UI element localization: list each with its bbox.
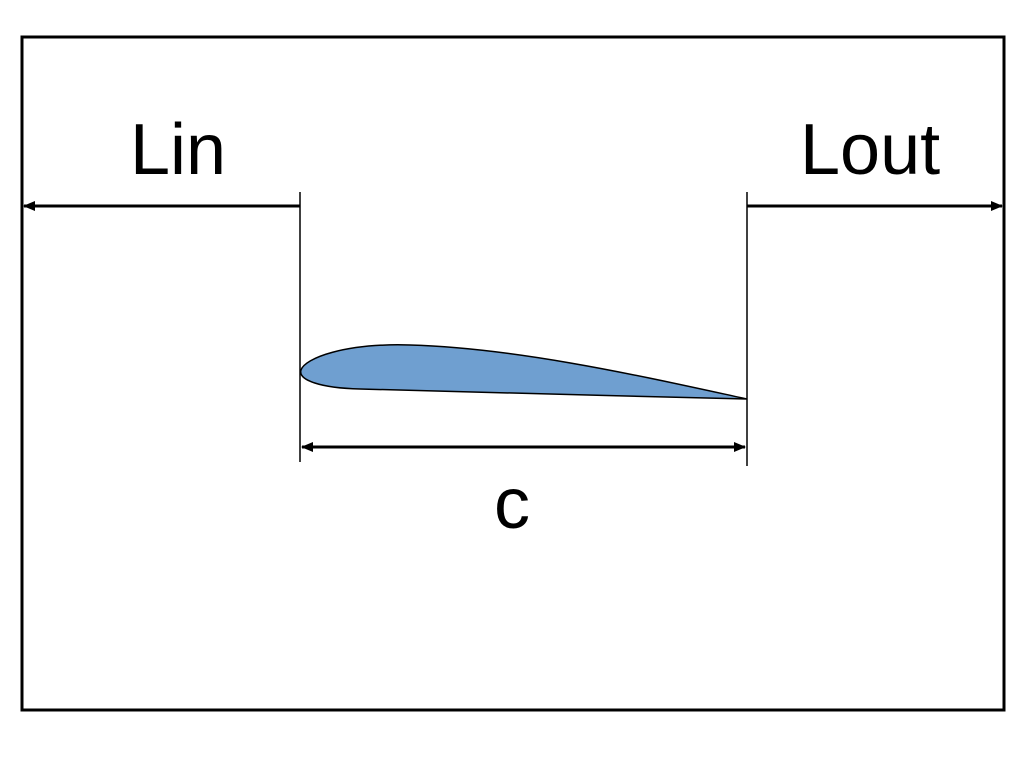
inlet-length-label: Lin <box>130 110 227 190</box>
outlet-length-label: Lout <box>800 110 941 190</box>
chord-label: c <box>494 464 530 544</box>
domain-boundary <box>20 35 1006 712</box>
airfoil-shape <box>300 344 748 400</box>
